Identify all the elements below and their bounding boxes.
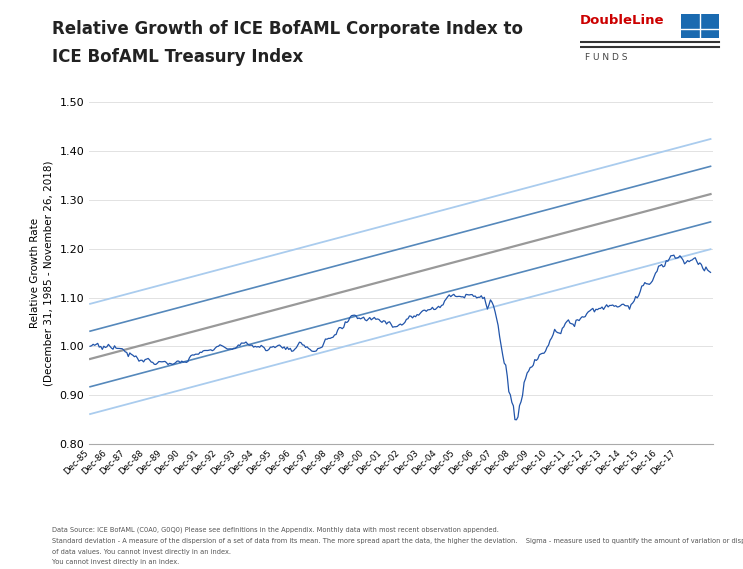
Text: You cannot invest directly in an index.: You cannot invest directly in an index. (52, 559, 179, 565)
Text: ICE BofAML Treasury Index: ICE BofAML Treasury Index (52, 48, 303, 67)
Text: Relative Growth of ICE BofAML Corporate Index to: Relative Growth of ICE BofAML Corporate … (52, 20, 523, 38)
Bar (681, 14, 719, 38)
Text: Standard deviation - A measure of the dispersion of a set of data from its mean.: Standard deviation - A measure of the di… (52, 538, 743, 544)
Text: of data values. You cannot invest directly in an index.: of data values. You cannot invest direct… (52, 549, 231, 555)
Text: Data Source: ICE BofAML (C0A0, G0Q0) Please see definitions in the Appendix. Mon: Data Source: ICE BofAML (C0A0, G0Q0) Ple… (52, 526, 499, 533)
Text: F U N D S: F U N D S (585, 53, 628, 62)
Text: DoubleLine: DoubleLine (580, 14, 664, 27)
Y-axis label: Relative Growth Rate
(December 31, 1985 - November 26, 2018): Relative Growth Rate (December 31, 1985 … (30, 160, 54, 386)
